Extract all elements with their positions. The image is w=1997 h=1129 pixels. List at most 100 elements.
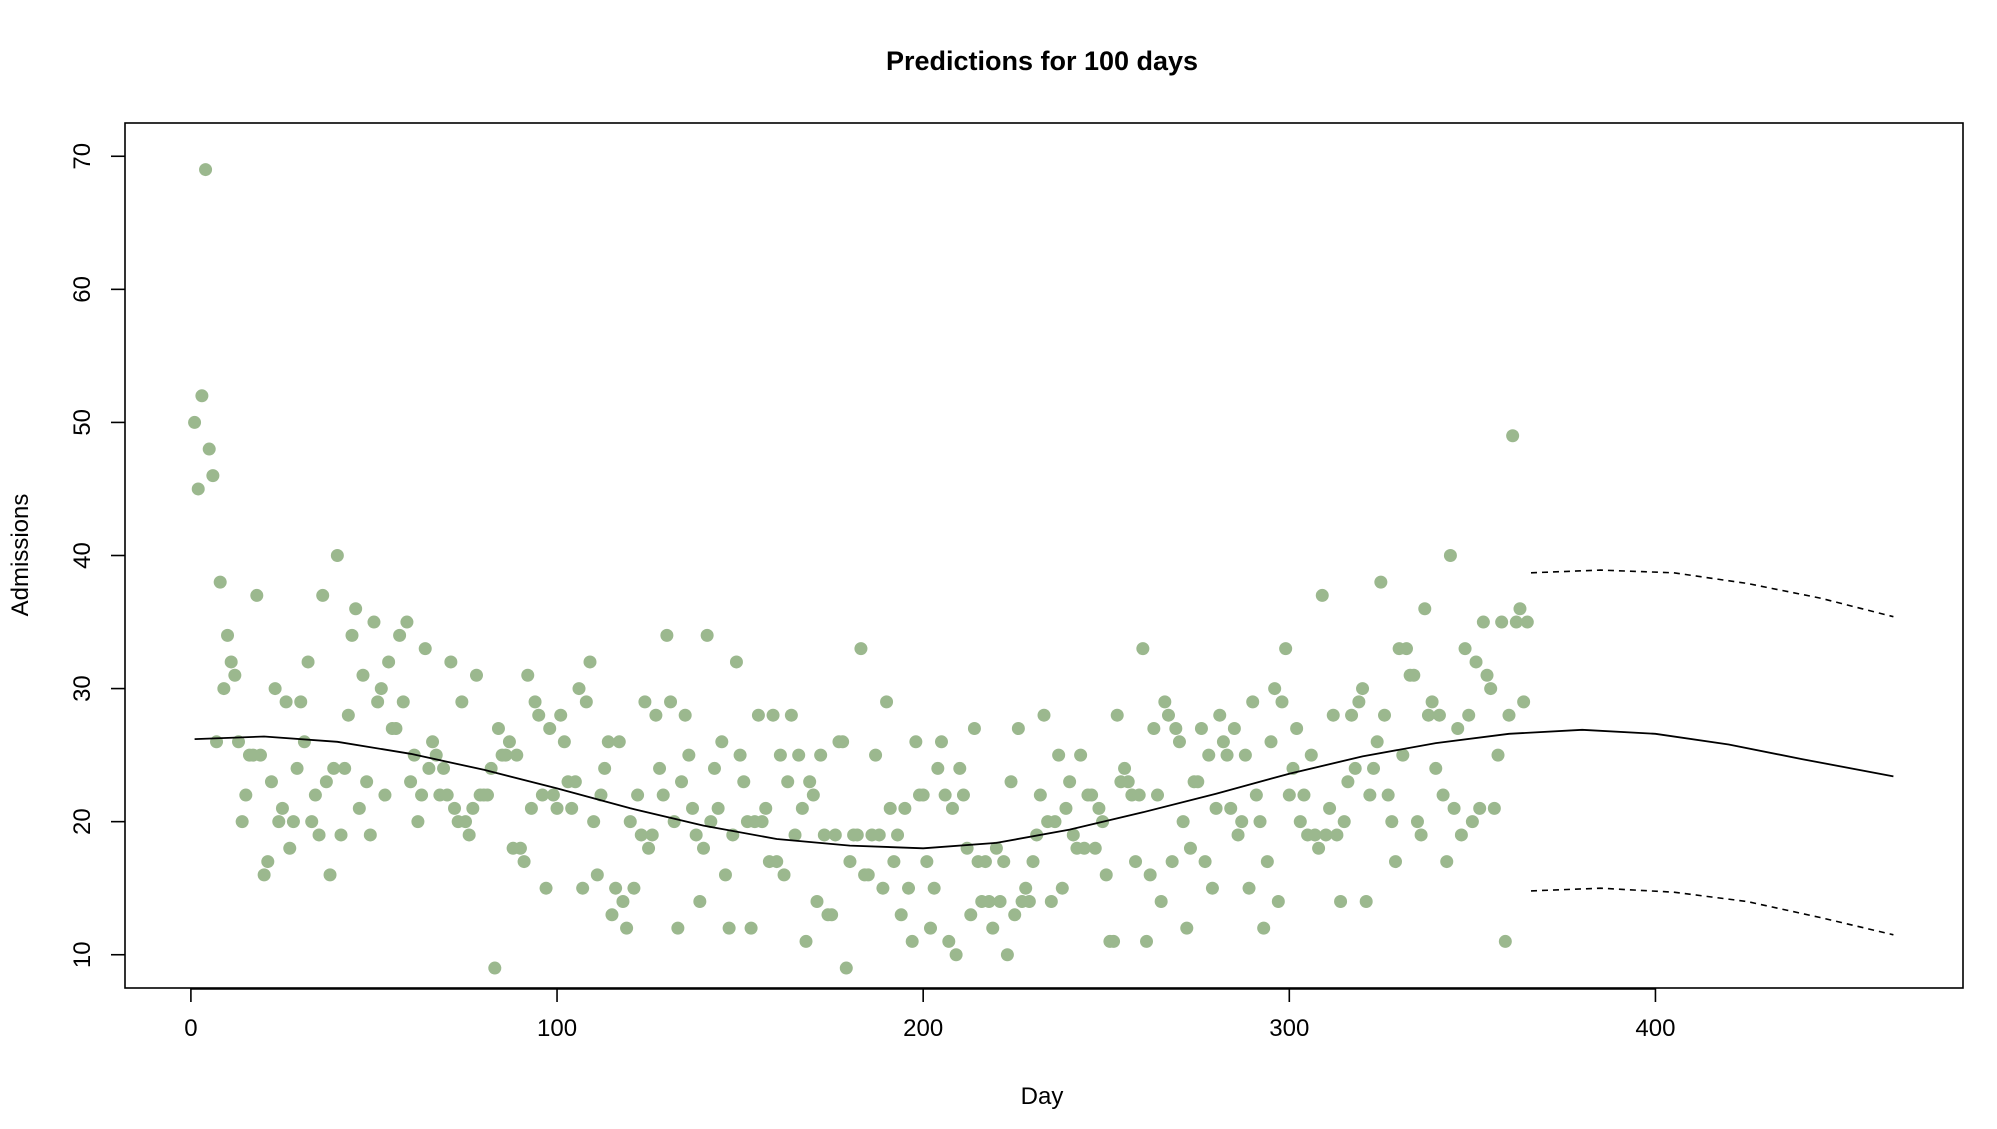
data-point — [1421, 708, 1435, 722]
data-point — [704, 815, 718, 829]
data-point — [1498, 934, 1512, 948]
data-point — [634, 828, 648, 842]
data-point — [598, 761, 612, 775]
data-point — [843, 855, 857, 869]
data-point — [945, 801, 959, 815]
data-point — [781, 775, 795, 789]
data-point — [620, 921, 634, 935]
data-point — [693, 895, 707, 908]
data-point — [272, 815, 286, 829]
data-point — [1136, 642, 1150, 656]
data-point — [803, 775, 817, 789]
data-point — [1304, 748, 1318, 762]
data-point — [880, 695, 894, 709]
data-point — [543, 722, 557, 735]
data-point — [1183, 841, 1197, 855]
data-point — [568, 775, 582, 789]
data-point — [590, 868, 604, 882]
data-point — [565, 801, 579, 815]
data-point — [404, 775, 418, 789]
data-point — [960, 841, 974, 855]
data-point — [1407, 668, 1421, 682]
data-point — [645, 828, 659, 842]
data-point — [1044, 895, 1058, 908]
data-point — [997, 855, 1011, 869]
data-point — [623, 815, 637, 829]
data-point — [437, 761, 451, 775]
data-point — [1063, 775, 1077, 789]
data-point — [1326, 708, 1340, 722]
data-point — [250, 588, 264, 602]
data-point — [1235, 815, 1249, 829]
data-point — [631, 788, 645, 802]
data-point — [448, 801, 462, 815]
x-tick-label: 100 — [537, 1015, 577, 1042]
data-point — [902, 881, 916, 895]
data-point — [923, 921, 937, 935]
data-point — [283, 841, 297, 855]
data-point — [638, 695, 652, 709]
data-point — [839, 961, 853, 975]
x-tick-label: 400 — [1635, 1015, 1675, 1042]
data-point — [349, 602, 363, 616]
data-point — [1487, 801, 1501, 815]
data-point — [931, 761, 945, 775]
data-point — [711, 801, 725, 815]
data-point — [795, 801, 809, 815]
data-point — [1129, 855, 1143, 869]
data-point — [1425, 695, 1439, 709]
data-point — [1088, 841, 1102, 855]
data-point — [1037, 708, 1051, 722]
data-point — [400, 615, 414, 629]
data-point — [1356, 682, 1370, 696]
data-point — [1495, 615, 1509, 629]
data-point — [1107, 934, 1121, 948]
data-point — [1253, 815, 1267, 829]
data-point — [535, 788, 549, 802]
data-point — [323, 868, 337, 882]
data-point — [872, 828, 886, 842]
data-point — [1140, 934, 1154, 948]
data-point — [524, 801, 538, 815]
data-point — [1074, 748, 1088, 762]
data-point — [1432, 708, 1446, 722]
data-point — [601, 735, 615, 749]
data-point — [257, 868, 271, 882]
data-point — [1202, 748, 1216, 762]
data-point — [1370, 735, 1384, 749]
data-point — [898, 801, 912, 815]
y-tick-label: 60 — [69, 276, 96, 303]
data-point — [1180, 921, 1194, 935]
data-point — [1158, 695, 1172, 709]
data-point — [934, 735, 948, 749]
data-point — [1172, 735, 1186, 749]
data-point — [733, 748, 747, 762]
x-tick-label: 200 — [903, 1015, 943, 1042]
data-point — [1352, 695, 1366, 709]
data-point — [510, 748, 524, 762]
data-point — [539, 881, 553, 895]
data-point — [1220, 748, 1234, 762]
data-point — [1242, 881, 1256, 895]
data-point — [1363, 788, 1377, 802]
data-point — [660, 628, 674, 642]
data-point — [378, 788, 392, 802]
data-point — [338, 761, 352, 775]
data-point — [1275, 695, 1289, 709]
data-point — [1517, 695, 1531, 709]
data-point — [1469, 655, 1483, 669]
data-point — [1205, 881, 1219, 895]
data-point — [466, 801, 480, 815]
data-point — [1022, 895, 1036, 908]
data-point — [557, 735, 571, 749]
y-tick-label: 20 — [69, 808, 96, 835]
data-point — [1154, 895, 1168, 908]
data-point — [261, 855, 275, 869]
data-point — [616, 895, 630, 908]
data-point — [374, 682, 388, 696]
data-point — [455, 695, 469, 709]
y-tick-label: 40 — [69, 542, 96, 569]
data-point — [396, 695, 410, 709]
data-point — [513, 841, 527, 855]
data-point — [1491, 748, 1505, 762]
